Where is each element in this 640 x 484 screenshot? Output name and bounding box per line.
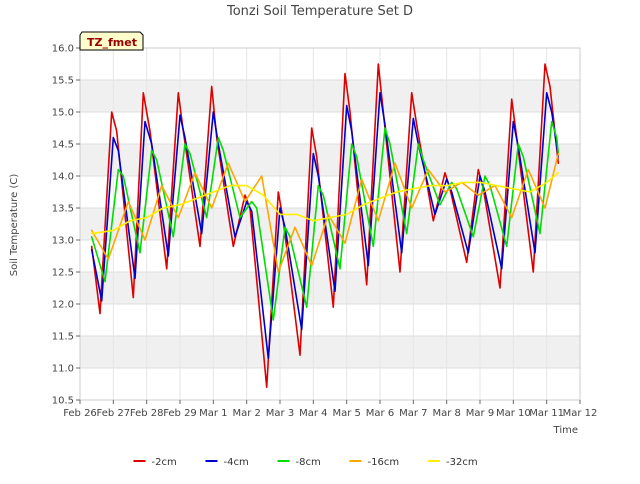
legend-label--8cm: -8cm bbox=[296, 457, 321, 468]
x-tick-label: Mar 5 bbox=[332, 408, 360, 419]
legend-label--2cm: -2cm bbox=[152, 457, 177, 468]
x-tick-label: Feb 29 bbox=[163, 408, 197, 419]
x-tick-label: Feb 28 bbox=[130, 408, 164, 419]
grid-band bbox=[80, 80, 580, 112]
legend: -2cm -4cm -8cm -16cm -32cm bbox=[133, 457, 478, 468]
x-tick-label: Mar 8 bbox=[432, 408, 460, 419]
x-tick-label: Mar 2 bbox=[232, 408, 260, 419]
annotation-box bbox=[79, 31, 144, 51]
legend-label--4cm: -4cm bbox=[224, 457, 249, 468]
y-tick-label: 15.5 bbox=[52, 76, 74, 87]
annotation: TZ_fmet bbox=[79, 31, 144, 51]
y-tick-label: 13.0 bbox=[52, 236, 74, 247]
x-tick-label: Mar 12 bbox=[563, 408, 598, 419]
y-tick-label: 15.0 bbox=[52, 108, 74, 119]
y-tick-label: 11.5 bbox=[52, 332, 74, 343]
y-axis-label: Soil Temperature (C) bbox=[9, 174, 20, 277]
y-tick-label: 13.5 bbox=[52, 204, 74, 215]
y-tick-label: 16.0 bbox=[52, 44, 74, 55]
y-tick-label: 14.0 bbox=[52, 172, 74, 183]
y-tick-label: 11.0 bbox=[52, 364, 74, 375]
x-tick-label: Mar 3 bbox=[266, 408, 294, 419]
series-line--4cm bbox=[90, 92, 560, 360]
grid-band bbox=[80, 336, 580, 368]
legend-label--32cm: -32cm bbox=[446, 457, 478, 468]
y-tick-label: 14.5 bbox=[52, 140, 74, 151]
grid-band bbox=[80, 144, 580, 176]
x-tick-label: Mar 11 bbox=[529, 408, 564, 419]
x-axis-label: Time bbox=[553, 425, 578, 436]
x-tick-label: Feb 26 bbox=[63, 408, 97, 419]
plot-area bbox=[79, 47, 581, 401]
y-tick-label: 12.0 bbox=[52, 300, 74, 311]
x-tick-label: Mar 4 bbox=[299, 408, 327, 419]
y-tick-label: 10.5 bbox=[52, 396, 74, 407]
series-line--32cm bbox=[90, 172, 560, 235]
y-tick-label: 12.5 bbox=[52, 268, 74, 279]
x-tick-label: Mar 9 bbox=[466, 408, 494, 419]
x-tick-label: Mar 7 bbox=[399, 408, 427, 419]
annotation-label: TZ_fmet bbox=[87, 36, 137, 49]
x-tick-label: Mar 10 bbox=[496, 408, 531, 419]
chart-title: Tonzi Soil Temperature Set D bbox=[226, 4, 413, 19]
axes: 10.5 11.0 11.5 12.0 12.5 13.0 13.5 14.0 14.5 15.0… bbox=[52, 44, 598, 420]
plot-frame bbox=[79, 47, 581, 401]
x-tick-label: Mar 1 bbox=[199, 408, 227, 419]
x-tick-label: Feb 27 bbox=[97, 408, 131, 419]
x-tick-label: Mar 6 bbox=[366, 408, 394, 419]
legend-label--16cm: -16cm bbox=[368, 457, 400, 468]
